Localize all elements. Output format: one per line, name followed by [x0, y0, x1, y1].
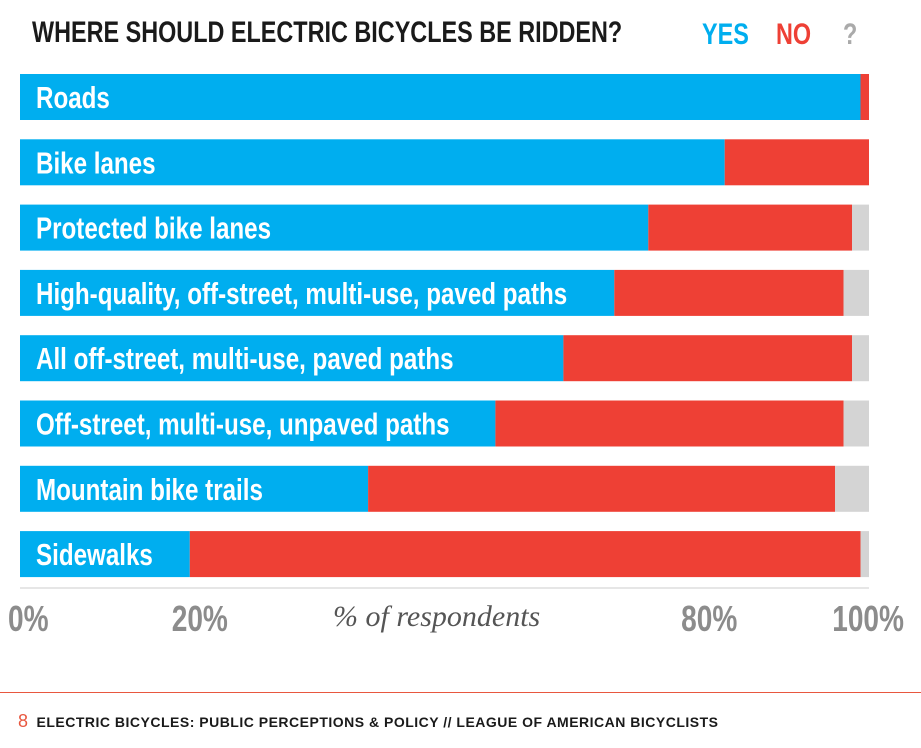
bar-label-7: Mountain bike trails [36, 472, 263, 507]
bar-label-3: Protected bike lanes [36, 211, 271, 246]
x-tick-label-4: 100% [832, 599, 904, 639]
bar-no-4 [614, 269, 844, 316]
footer: 8 ELECTRIC BICYCLES: PUBLIC PERCEPTIONS &… [18, 711, 719, 732]
chart-title: WHERE SHOULD ELECTRIC BICYCLES BE RIDDEN… [32, 16, 623, 49]
bar-no-3 [648, 204, 853, 251]
bar-no-2 [724, 139, 869, 186]
legend-unknown: ? [843, 18, 858, 51]
legend-yes: YES [702, 18, 749, 51]
bar-unknown-4 [843, 269, 869, 316]
x-tick-label-1: 0% [8, 599, 49, 639]
bar-yes-8 [20, 531, 190, 578]
bar-unknown-7 [835, 465, 869, 512]
bar-unknown-3 [852, 204, 869, 251]
bar-label-1: Roads [36, 80, 110, 115]
x-axis-title: % of respondents [333, 600, 541, 633]
bar-label-8: Sidewalks [36, 537, 153, 572]
bar-no-5 [563, 335, 853, 382]
bar-unknown-6 [843, 400, 869, 447]
bar-yes-2 [20, 139, 725, 186]
bar-yes-6 [20, 400, 496, 447]
bar-label-4: High-quality, off-street, multi-use, pav… [36, 276, 567, 311]
bar-unknown-5 [852, 335, 869, 382]
bar-yes-5 [20, 335, 564, 382]
bar-no-6 [495, 400, 844, 447]
bar-label-5: All off-street, multi-use, paved paths [36, 341, 454, 376]
page-number: 8 [18, 711, 29, 731]
legend-no: NO [776, 18, 812, 51]
footer-text: ELECTRIC BICYCLES: PUBLIC PERCEPTIONS & … [36, 714, 719, 730]
bar-yes-3 [20, 204, 649, 251]
bar-label-2: Bike lanes [36, 145, 156, 180]
x-tick-label-2: 20% [172, 599, 228, 639]
stacked-bar-chart: Roads Bike lanes Protected bike lanes High-… [8, 74, 904, 639]
bar-yes-1 [20, 74, 861, 120]
bar-label-6: Off-street, multi-use, unpaved paths [36, 407, 450, 442]
x-tick-label-3: 80% [681, 599, 737, 639]
bar-no-8 [189, 531, 861, 578]
bar-yes-4 [20, 269, 615, 316]
bar-yes-7 [20, 465, 369, 512]
footer-rule [0, 692, 921, 693]
bar-unknown-8 [860, 531, 869, 578]
bar-no-1 [860, 74, 869, 120]
bar-no-7 [368, 465, 835, 512]
